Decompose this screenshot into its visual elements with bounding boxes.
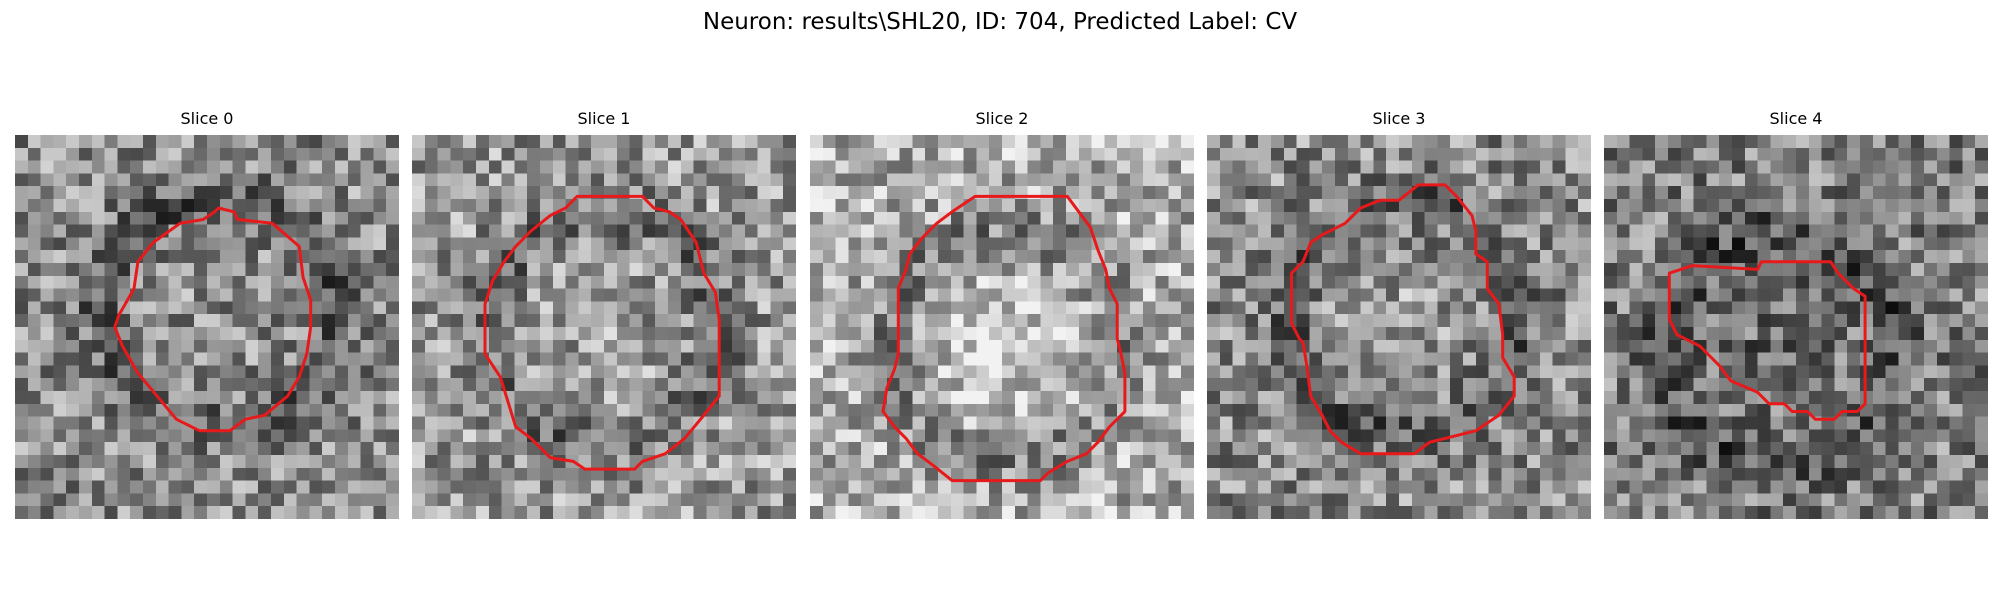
cell-contour [881, 194, 1127, 483]
slice-title-4: Slice 4 [1769, 109, 1823, 128]
slice-panel-0: Slice 0 [15, 108, 399, 519]
slice-image-1 [412, 135, 796, 519]
slice-image-3 [1207, 135, 1591, 519]
slice-panel-3: Slice 3 [1207, 108, 1591, 519]
figure-title: Neuron: results\SHL20, ID: 704, Predicte… [702, 9, 1298, 35]
slice-title-2: Slice 2 [975, 109, 1029, 128]
slice-image-2 [810, 135, 1194, 519]
slice-title-0: Slice 0 [180, 109, 234, 128]
slice-title-3: Slice 3 [1372, 109, 1426, 128]
pixel-grid [15, 135, 399, 519]
slice-svg-0 [15, 135, 399, 519]
slice-svg-4 [1604, 135, 1988, 519]
cell-contour [1290, 183, 1516, 456]
cell-contour [113, 206, 313, 433]
slice-panel-4: Slice 4 [1604, 108, 1988, 519]
cell-contour [483, 194, 721, 471]
slice-panel-1: Slice 1 [412, 108, 796, 519]
slice-svg-2 [810, 135, 1194, 519]
pixel-grid [810, 135, 1194, 519]
slice-svg-1 [412, 135, 796, 519]
pixel-grid [1207, 135, 1591, 519]
pixel-grid [412, 135, 796, 519]
cell-contour [1667, 260, 1867, 421]
slice-image-0 [15, 135, 399, 519]
slice-image-4 [1604, 135, 1988, 519]
slice-title-1: Slice 1 [577, 109, 631, 128]
slice-svg-3 [1207, 135, 1591, 519]
pixel-grid [1604, 135, 1988, 519]
slice-panel-2: Slice 2 [810, 108, 1194, 519]
